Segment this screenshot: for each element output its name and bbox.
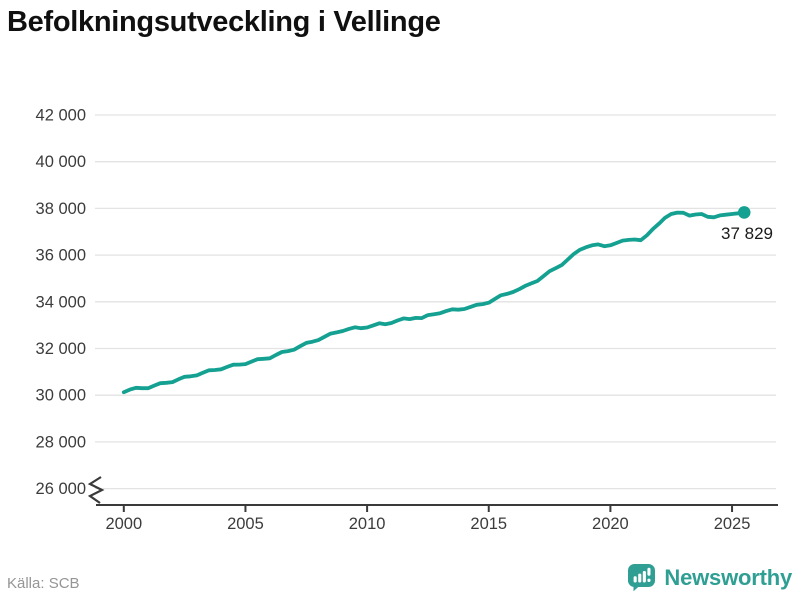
y-tick-label: 32 000 (36, 340, 86, 358)
latest-value-label: 37 829 (721, 224, 773, 243)
y-tick-label: 30 000 (36, 387, 86, 405)
y-tick-label: 34 000 (36, 293, 86, 311)
x-tick-label: 2000 (105, 515, 142, 533)
y-tick-label: 40 000 (36, 153, 86, 171)
y-tick-label: 42 000 (36, 107, 86, 125)
newsworthy-wordmark: Newsworthy (664, 564, 792, 590)
y-tick-label: 36 000 (36, 247, 86, 265)
source-label: Källa: SCB (7, 575, 80, 592)
x-tick-label: 2015 (470, 515, 507, 533)
x-tick-label: 2005 (227, 515, 264, 533)
population-line (121, 210, 747, 395)
axis-break-icon (87, 476, 105, 504)
y-tick-label: 38 000 (36, 200, 86, 218)
x-tick-label: 2010 (349, 515, 386, 533)
y-tick-label: 26 000 (36, 480, 86, 498)
page-title: Befolkningsutveckling i Vellinge (7, 6, 441, 38)
newsworthy-logo: Newsworthy (627, 563, 792, 592)
x-tick-label: 2020 (592, 515, 629, 533)
newsworthy-logo-icon (628, 564, 656, 592)
x-tick-label: 2025 (714, 515, 751, 533)
y-tick-label: 28 000 (36, 433, 86, 451)
latest-value-dot (737, 206, 751, 219)
